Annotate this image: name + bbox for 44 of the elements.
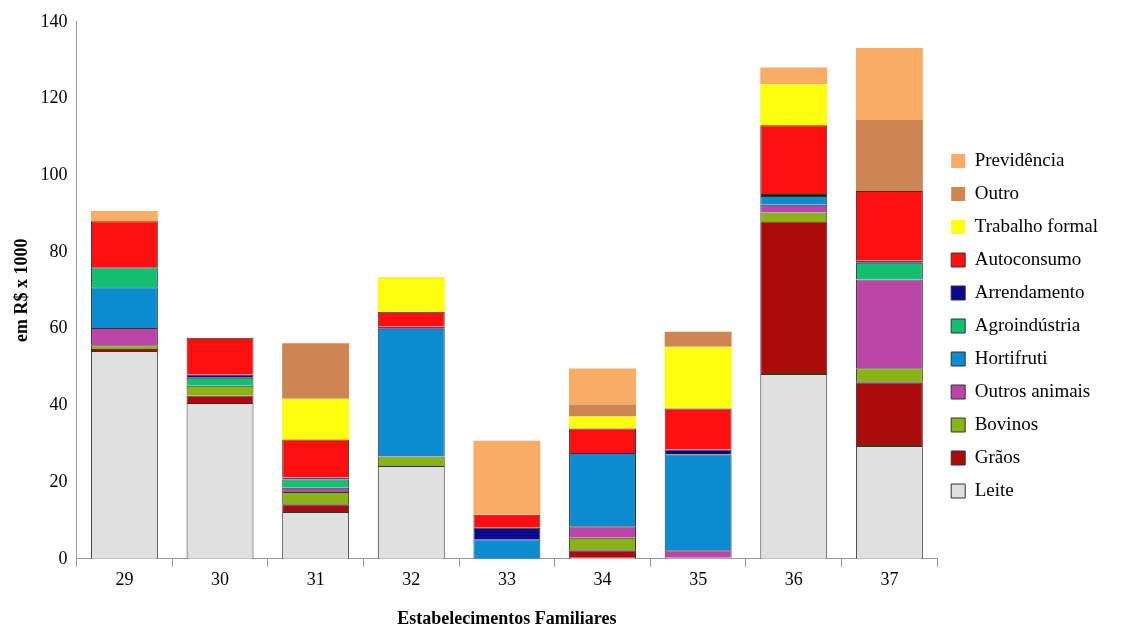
y-tick-label: 80 (49, 240, 68, 261)
x-tick-label: 30 (211, 569, 230, 590)
legend-label: Grãos (974, 445, 1021, 467)
legend-label: Arrendamento (974, 280, 1085, 302)
bar (282, 343, 350, 399)
x-tick-label: 37 (880, 569, 899, 590)
legend-label: Leite (974, 478, 1014, 500)
x-tick-label: 34 (593, 569, 612, 590)
legend-label: Autoconsumo (974, 247, 1082, 269)
bar (377, 276, 445, 312)
bar (569, 368, 636, 405)
bar (569, 404, 636, 417)
y-tick-label: 0 (58, 547, 68, 568)
y-tick-label: 120 (40, 87, 68, 108)
x-tick-label: 32 (402, 569, 421, 590)
bar (760, 84, 828, 126)
y-tick-label: 20 (49, 470, 68, 491)
bar (473, 440, 541, 515)
bar (569, 416, 636, 429)
bar (282, 398, 350, 440)
x-tick-label: 31 (306, 569, 325, 590)
y-tick-label: 40 (49, 394, 68, 415)
legend-label: Bovinos (974, 412, 1039, 434)
x-axis-title: Estabelecimentos Familiares (397, 607, 617, 628)
bar (855, 119, 923, 191)
y-tick-label: 60 (49, 317, 68, 338)
legend-label: Previdência (974, 148, 1065, 170)
y-tick-label: 100 (40, 163, 68, 184)
bar (664, 346, 732, 409)
legend-label: Hortifruti (974, 346, 1048, 368)
bar (664, 331, 732, 347)
legend-label: Agroindústria (974, 313, 1081, 335)
bar (760, 67, 828, 85)
bar (90, 210, 158, 222)
x-tick-label: 36 (784, 569, 803, 590)
legend-label: Trabalho formal (974, 214, 1099, 236)
bar (855, 47, 923, 120)
x-tick-label: 35 (689, 569, 708, 590)
legend-label: Outros animais (974, 379, 1091, 401)
x-tick-label: 29 (115, 569, 134, 590)
y-tick-label: 140 (40, 10, 68, 31)
x-tick-label: 33 (497, 569, 516, 590)
legend-label: Outro (974, 181, 1020, 203)
y-axis-title: em R$ x 1000 (11, 238, 32, 343)
